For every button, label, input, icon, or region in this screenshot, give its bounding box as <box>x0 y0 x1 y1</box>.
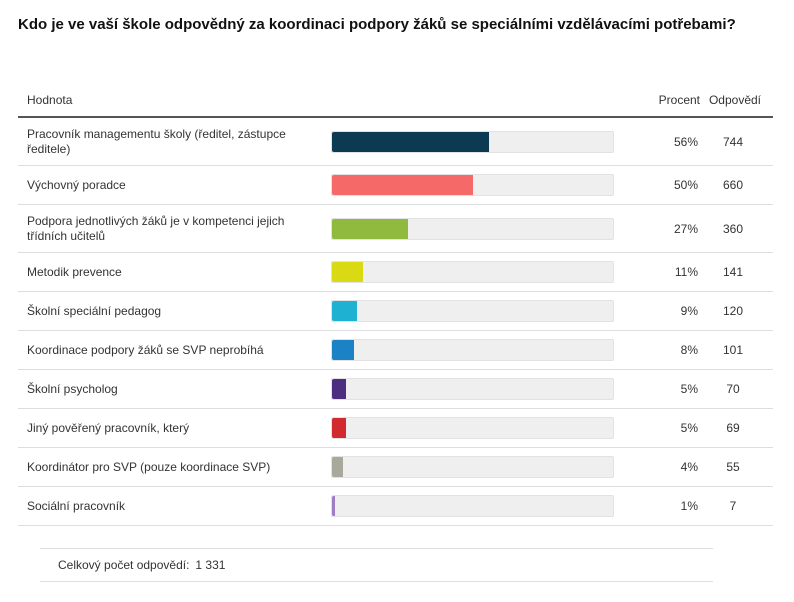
bar-track <box>331 300 614 322</box>
category-label: Sociální pracovník <box>27 498 126 513</box>
bar <box>332 175 473 195</box>
header-cell: Odpovědí <box>708 93 762 107</box>
bar-track <box>331 174 614 196</box>
percent-label: 8% <box>680 343 698 357</box>
total-label: Celkový počet odpovědí: <box>58 558 190 572</box>
label-cell: Sociální pracovník <box>18 499 327 514</box>
bar-track <box>331 456 614 478</box>
label-cell: Koordinátor pro SVP (pouze koordinace SV… <box>18 460 327 475</box>
percent-label: 11% <box>674 265 698 279</box>
response-count: 660 <box>722 178 744 192</box>
response-count: 55 <box>726 460 740 474</box>
result-row: Sociální pracovník 1% 7 <box>18 487 773 526</box>
category-label: Podpora jednotlivých žáků je v kompetenc… <box>27 213 285 243</box>
bar-track <box>331 378 614 400</box>
title: Kdo je ve vaší škole odpovědný za koordi… <box>18 16 736 33</box>
result-row: Výchovný poradce 50% 660 <box>18 166 773 205</box>
percent-label: 5% <box>680 382 698 396</box>
result-row: Školní psycholog 5% 70 <box>18 370 773 409</box>
bar-track <box>331 217 614 240</box>
percent-label: 4% <box>680 460 698 474</box>
response-count: 69 <box>726 421 740 435</box>
category-label: Výchovný poradce <box>27 177 126 192</box>
header-cell: Procent <box>658 93 700 107</box>
bar-track <box>331 130 614 153</box>
label-cell: Podpora jednotlivých žáků je v kompetenc… <box>18 214 327 244</box>
response-count: 141 <box>722 265 744 279</box>
category-label: Koordinátor pro SVP (pouze koordinace SV… <box>27 459 271 474</box>
results-table: Hodnota Procent Odpovědí Pracovník manag… <box>18 84 773 526</box>
result-row: Pracovník managementu školy (ředitel, zá… <box>18 118 773 166</box>
response-count: 120 <box>722 304 744 318</box>
bar <box>332 218 408 239</box>
percent-label: 1% <box>680 499 698 513</box>
category-label: Metodik prevence <box>27 264 122 279</box>
result-row: Školní speciální pedagog 9% 120 <box>18 292 773 331</box>
total-row: Celkový počet odpovědí: 1 331 <box>40 548 713 582</box>
category-label: Pracovník managementu školy (ředitel, zá… <box>27 126 286 156</box>
bar <box>332 131 490 152</box>
bar <box>332 457 344 477</box>
label-cell: Jiný pověřený pracovník, který <box>18 421 327 436</box>
category-label: Koordinace podpory žáků se SVP neprobíhá <box>27 342 264 357</box>
result-row: Koordinátor pro SVP (pouze koordinace SV… <box>18 448 773 487</box>
label-cell: Školní speciální pedagog <box>18 304 327 319</box>
bar <box>332 262 363 282</box>
label-cell: Výchovný poradce <box>18 178 327 193</box>
result-row: Jiný pověřený pracovník, který 5% 69 <box>18 409 773 448</box>
bar <box>332 340 355 360</box>
response-count: 7 <box>729 499 737 513</box>
bar-track <box>331 495 614 517</box>
bar <box>332 301 358 321</box>
result-row: Koordinace podpory žáků se SVP neprobíhá… <box>18 331 773 370</box>
header-row: Hodnota Procent Odpovědí <box>18 84 773 118</box>
label-cell: Metodik prevence <box>18 265 327 280</box>
label-cell: Školní psycholog <box>18 382 327 397</box>
category-label: Školní psycholog <box>27 381 118 396</box>
bar-track <box>331 339 614 361</box>
percent-label: 27% <box>673 221 698 236</box>
category-label: Školní speciální pedagog <box>27 303 162 318</box>
header-cell: Hodnota <box>27 92 73 107</box>
percent-label: 5% <box>680 421 698 435</box>
bar <box>332 496 335 516</box>
category-label: Jiný pověřený pracovník, který <box>27 420 190 435</box>
result-row: Metodik prevence 11% 141 <box>18 253 773 292</box>
bar <box>332 379 347 399</box>
response-count: 744 <box>722 134 744 149</box>
response-count: 101 <box>722 343 744 357</box>
label-cell: Pracovník managementu školy (ředitel, zá… <box>18 127 327 157</box>
bar-track <box>331 261 614 283</box>
percent-label: 9% <box>680 304 698 318</box>
percent-label: 56% <box>673 134 698 149</box>
response-count: 70 <box>726 382 740 396</box>
result-row: Podpora jednotlivých žáků je v kompetenc… <box>18 205 773 253</box>
response-count: 360 <box>722 221 744 236</box>
percent-label: 50% <box>673 178 698 192</box>
bar <box>332 418 347 438</box>
total-value: 1 331 <box>195 558 226 572</box>
bar-track <box>331 417 614 439</box>
label-cell: Koordinace podpory žáků se SVP neprobíhá <box>18 343 327 358</box>
